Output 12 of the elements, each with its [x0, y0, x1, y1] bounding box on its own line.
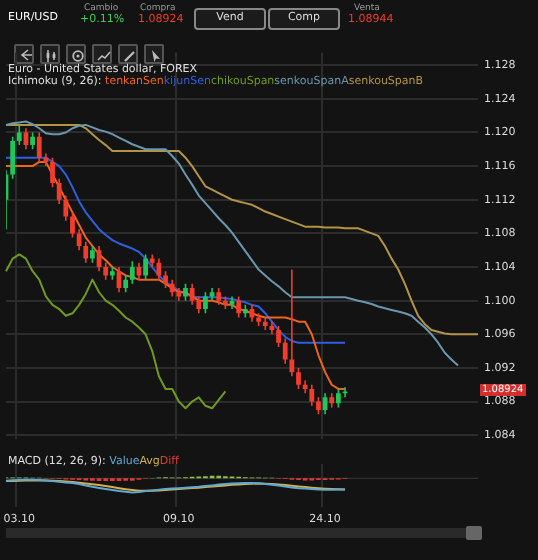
candlestick	[335, 388, 341, 409]
candlestick	[342, 386, 348, 399]
candlestick	[176, 287, 182, 302]
candlestick	[309, 383, 315, 407]
candlestick	[129, 260, 135, 285]
candlestick	[262, 316, 268, 331]
candlestick	[289, 268, 295, 378]
candlestick	[143, 253, 149, 281]
candlestick	[36, 131, 42, 163]
candlestick	[236, 295, 242, 319]
candlestick	[189, 283, 195, 306]
candlestick	[203, 291, 208, 315]
